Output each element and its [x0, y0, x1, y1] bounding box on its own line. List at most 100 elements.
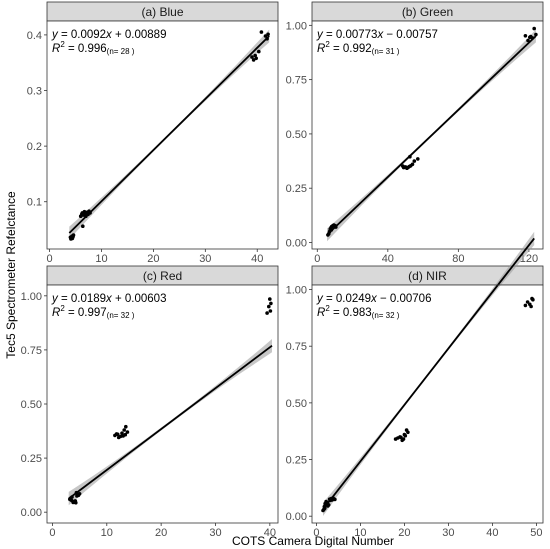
panel-green-data-point — [526, 38, 530, 43]
panel-blue-x-tick-label: 0 — [47, 253, 53, 265]
panel-red-y-tick-label: 0.00 — [21, 507, 42, 519]
panel-red-data-point — [74, 490, 79, 495]
panel-nir-x-tick-label: 40 — [486, 527, 498, 539]
panel-red-r-squared: R2 = 0.997(n= 32 ) — [52, 304, 135, 320]
panel-blue-y-tick-label: 0.2 — [27, 141, 42, 153]
panel-blue-data-point — [253, 53, 257, 58]
panel-red-title: (c) Red — [143, 269, 182, 283]
panel-blue-data-point — [81, 224, 85, 228]
panel-red-equation: y = 0.0189x + 0.00603 — [51, 293, 166, 305]
panel-nir-y-tick-label: 0.75 — [286, 341, 307, 353]
panel-red-regression-line — [68, 344, 273, 500]
panel-red-data-point — [120, 431, 124, 436]
panel-blue-border — [46, 20, 279, 250]
panel-nir-data-point — [322, 504, 327, 509]
panel-green-y-tick-label: 0.25 — [286, 183, 307, 195]
panel-green-y-tick-label: 1.00 — [286, 20, 307, 32]
panel-red-y-tick-label: 1.00 — [21, 291, 42, 303]
panel-green-r-squared: R2 = 0.992(n= 31 ) — [317, 40, 400, 56]
panel-nir-title: (d) NIR — [408, 269, 447, 283]
panel-red-data-point — [265, 311, 269, 315]
panel-green-data-point — [410, 162, 415, 167]
panel-blue-data-point — [251, 58, 256, 62]
panel-green-data-point — [416, 157, 420, 161]
panel-red-data-point — [267, 304, 271, 309]
panel-red-y-tick-label: 0.25 — [21, 453, 42, 465]
panel-green-data-point — [401, 164, 405, 168]
panel-red-data-point — [125, 430, 130, 434]
panel-red-data-point — [122, 428, 126, 432]
y-axis-title: Tec5 Spectrometer Refelctance — [4, 191, 18, 359]
panel-blue-data-point — [266, 32, 270, 37]
panel-red-data-point — [77, 492, 82, 496]
panel-nir-data-point — [525, 300, 530, 304]
panel-nir-border — [311, 284, 544, 524]
panel-nir-x-tick-label: 0 — [313, 527, 319, 539]
panel-red-data-point — [123, 432, 128, 437]
panel-green-title: (b) Green — [402, 5, 453, 19]
panel-nir-equation: y = 0.0249x − 0.00706 — [316, 293, 431, 305]
panel-red-data-point — [124, 424, 128, 429]
panel-blue-r-squared: R2 = 0.996(n= 28 ) — [52, 40, 135, 56]
panel-nir-x-tick-label: 50 — [530, 527, 542, 539]
panel-blue-x-tick-label: 20 — [147, 253, 159, 265]
panel-nir-x-tick-label: 20 — [398, 527, 410, 539]
panel-red-x-tick-label: 10 — [101, 527, 113, 539]
panel-nir-r-squared: R2 = 0.983(n= 32 ) — [317, 304, 400, 320]
panel-green-data-point — [412, 159, 417, 163]
panel-green-data-point — [534, 32, 538, 37]
panel-blue-title: (a) Blue — [141, 5, 183, 19]
panel-nir-y-tick-label: 1.00 — [286, 285, 307, 297]
panel-green-data-point — [523, 34, 528, 38]
x-axis-title: COTS Camera Digital Number — [232, 534, 394, 548]
panel-green-data-point — [329, 228, 334, 232]
panel-red-data-point — [268, 309, 273, 313]
panel-nir-y-tick-label: 0.25 — [286, 455, 307, 467]
panel-green-data-point — [532, 26, 536, 31]
panel-nir-data-point — [326, 503, 331, 507]
panel-red-y-tick-label: 0.50 — [21, 399, 42, 411]
panel-nir-data-point — [529, 304, 533, 309]
panel-blue-data-point — [257, 49, 261, 54]
panel-nir: (d) NIR 0 10 20 30 40 50 0.00 0.25 0.50 0.75 1.00 y … — [286, 231, 544, 539]
panel-red-data-point — [116, 435, 121, 440]
panel-nir-data-point — [531, 297, 535, 302]
panel-blue-y-tick-label: 0.4 — [27, 30, 42, 42]
panel-red: (c) Red 0 10 20 30 40 0.00 0.25 0.50 0.75 1.00 y = … — [21, 265, 279, 539]
panel-green-x-tick-label: 80 — [452, 253, 464, 265]
panel-blue-data-point — [71, 233, 76, 237]
panel-blue-data-point — [254, 56, 258, 61]
panel-blue-equation: y = 0.0092x + 0.00889 — [51, 29, 166, 41]
panel-blue-y-tick-label: 0.1 — [27, 197, 42, 209]
panel-green-regression-line — [326, 35, 537, 236]
panel-nir-data-point — [523, 303, 528, 308]
panel-red-data-point — [70, 495, 74, 499]
panel-red-x-tick-label: 20 — [155, 527, 167, 539]
panel-blue-data-point — [265, 37, 269, 41]
panel-blue-regression-line — [68, 35, 270, 234]
panel-nir-data-point — [401, 437, 406, 441]
panel-red-data-point — [269, 301, 273, 306]
panel-blue-x-tick-label: 10 — [95, 253, 107, 265]
panel-blue-data-point — [88, 211, 92, 215]
panel-blue-y-tick-label: 0.3 — [27, 86, 42, 98]
panel-green-equation: y = 0.00773x − 0.00757 — [316, 29, 438, 41]
panel-nir-x-tick-label: 30 — [442, 527, 454, 539]
panel-nir-y-tick-label: 0.00 — [286, 511, 307, 523]
panel-blue-x-tick-label: 30 — [199, 253, 211, 265]
panel-nir-y-tick-label: 0.50 — [286, 398, 307, 410]
panel-blue-data-point — [263, 34, 268, 38]
panel-green-data-point — [408, 154, 412, 159]
panel-red-x-tick-label: 0 — [49, 527, 55, 539]
panel-green-data-point — [334, 225, 338, 229]
panel-blue-data-point — [250, 55, 254, 59]
panel-blue-x-tick-label: 40 — [251, 253, 263, 265]
panel-green-x-tick-label: 40 — [382, 253, 394, 265]
panel-green-y-tick-label: 0.50 — [286, 129, 307, 141]
panel-green-x-tick-label: 0 — [314, 253, 320, 265]
panel-red-data-point — [68, 497, 73, 502]
panel-nir-data-point — [406, 430, 410, 435]
panel-blue-data-point — [259, 30, 264, 34]
